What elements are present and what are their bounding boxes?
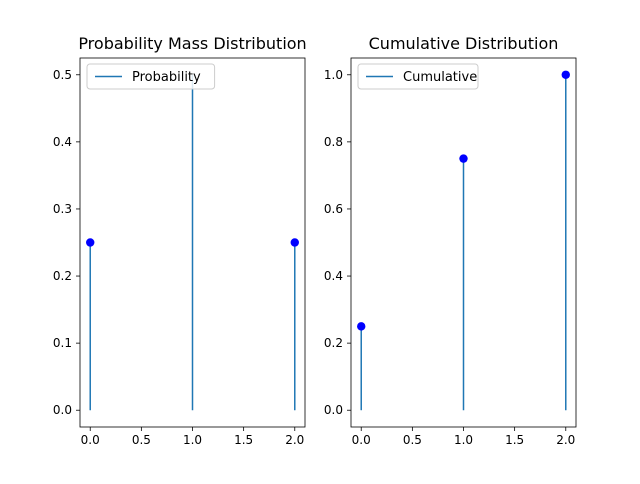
pmf-marker xyxy=(86,238,95,247)
pmf-title: Probability Mass Distribution xyxy=(78,34,306,53)
cdf-marker xyxy=(357,322,366,331)
pmf-x-tick-label: 2.0 xyxy=(285,433,304,447)
cdf-x-tick-label: 2.0 xyxy=(556,433,575,447)
pmf-x-tick-label: 1.0 xyxy=(183,433,202,447)
pmf-y-tick-label: 0.5 xyxy=(53,68,72,82)
pmf-subplot: Probability Mass Distribution 0.0 0.5 1.0 1… xyxy=(53,34,307,447)
cdf-y-tick-label: 0.8 xyxy=(324,135,343,149)
cdf-marker xyxy=(561,70,570,79)
cdf-y-tick-label: 0.2 xyxy=(324,336,343,350)
cdf-y-tick-label: 1.0 xyxy=(324,68,343,82)
pmf-marker xyxy=(290,238,299,247)
cdf-y-tick-label: 0.6 xyxy=(324,202,343,216)
cdf-x-tick-label: 0.0 xyxy=(352,433,371,447)
cdf-legend-label: Cumulative xyxy=(403,70,477,85)
pmf-y-tick-label: 0.3 xyxy=(53,202,72,216)
cdf-y-tick-label: 0.0 xyxy=(324,403,343,417)
pmf-x-tick-label: 0.5 xyxy=(132,433,151,447)
cdf-legend-box xyxy=(357,63,479,90)
pmf-y-tick-label: 0.0 xyxy=(53,403,72,417)
pmf-x-tick-label: 1.5 xyxy=(234,433,253,447)
pmf-legend-box xyxy=(86,63,216,90)
pmf-legend-label: Probability xyxy=(132,70,201,85)
pmf-x-tick-label: 0.0 xyxy=(81,433,100,447)
cdf-x-tick-label: 0.5 xyxy=(403,433,422,447)
cdf-subplot: Cumulative Distribution 0.0 0.5 1.0 1.5 2.0 0… xyxy=(324,34,577,447)
cdf-x-tick-label: 1.5 xyxy=(505,433,524,447)
cdf-y-tick-label: 0.4 xyxy=(324,269,343,283)
cdf-marker xyxy=(459,154,468,163)
cdf-title: Cumulative Distribution xyxy=(369,34,559,53)
pmf-y-tick-label: 0.4 xyxy=(53,135,72,149)
pmf-y-tick-label: 0.2 xyxy=(53,269,72,283)
cdf-x-tick-label: 1.0 xyxy=(454,433,473,447)
pmf-y-tick-label: 0.1 xyxy=(53,336,72,350)
